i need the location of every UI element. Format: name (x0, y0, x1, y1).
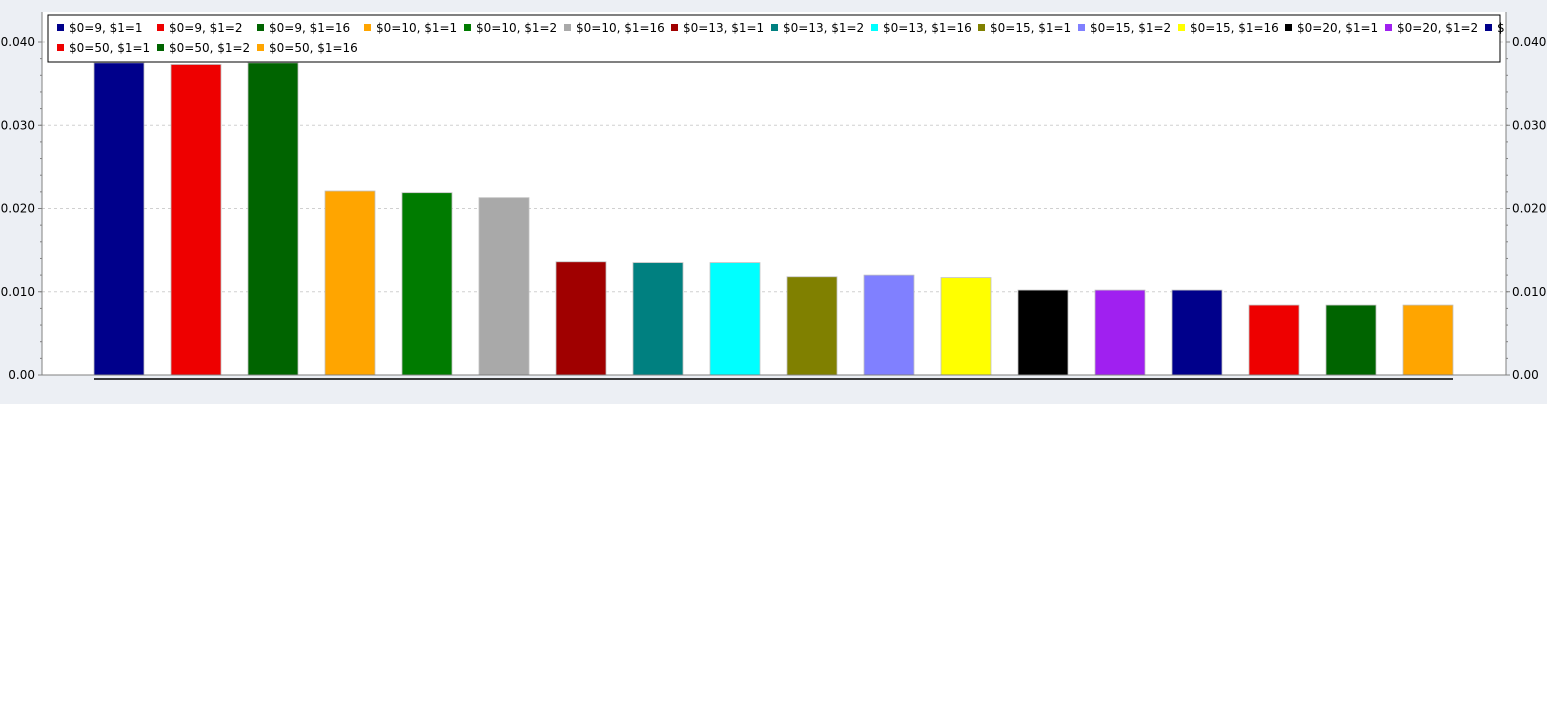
bar-8[interactable] (632, 262, 684, 376)
y-ticks: 0.00 0.00 0.010 0.010 0.020 0.020 0.030 0.030 0.… (1, 35, 1547, 382)
bar-11[interactable] (863, 274, 915, 376)
legend-label: $0=10, $1=2 (476, 21, 557, 35)
legend-swatch (1485, 24, 1492, 31)
legend-label: $0=9, $1=16 (269, 21, 350, 35)
bar-15[interactable] (1171, 289, 1223, 376)
bar-1[interactable] (93, 62, 145, 376)
legend-label: $0=13, $1=1 (683, 21, 764, 35)
legend-label: $0=20, $1=2 (1397, 21, 1478, 35)
bar-12[interactable] (940, 277, 992, 376)
legend-swatch (1385, 24, 1392, 31)
legend-label: $0=15, $1=2 (1090, 21, 1171, 35)
legend-swatch (157, 44, 164, 51)
legend-swatch (257, 44, 264, 51)
y-tick-label-right: 0.020 (1512, 202, 1546, 216)
y-tick-label-left: 0.020 (1, 202, 35, 216)
y-tick-label-left: 0.040 (1, 35, 35, 49)
bar-16[interactable] (1248, 304, 1300, 376)
y-tick-label-left: 0.010 (1, 285, 35, 299)
legend-swatch (871, 24, 878, 31)
y-tick-label-right: 0.00 (1512, 368, 1539, 382)
legend: $0=9, $1=1 $0=9, $1=2 $0=9, $1=16 $0=10, $1… (47, 14, 1505, 63)
legend-swatch (564, 24, 571, 31)
y-tick-label-left: 0.030 (1, 118, 35, 132)
bar-10[interactable] (786, 276, 838, 376)
legend-swatch (257, 24, 264, 31)
legend-swatch (57, 44, 64, 51)
legend-label: $ (1497, 21, 1505, 35)
legend-label: $0=9, $1=1 (69, 21, 143, 35)
bar-13[interactable] (1017, 289, 1069, 376)
legend-box (47, 14, 1501, 63)
y-tick-label-right: 0.030 (1512, 118, 1546, 132)
legend-swatch (364, 24, 371, 31)
legend-swatch (1078, 24, 1085, 31)
legend-label: $0=13, $1=2 (783, 21, 864, 35)
bar-17[interactable] (1325, 304, 1377, 376)
y-tick-label-left: 0.00 (8, 368, 35, 382)
legend-label: $0=20, $1=1 (1297, 21, 1378, 35)
legend-label: $0=15, $1=16 (1190, 21, 1279, 35)
bar-14[interactable] (1094, 289, 1146, 376)
bar-18[interactable] (1402, 304, 1454, 376)
bar-chart: 0.00 0.00 0.010 0.010 0.020 0.020 0.030 0.030 0.… (1, 12, 1547, 382)
legend-swatch (464, 24, 471, 31)
bar-9[interactable] (709, 262, 761, 376)
bar-3[interactable] (247, 62, 299, 376)
bar-6[interactable] (478, 197, 530, 376)
bar-5[interactable] (401, 192, 453, 376)
legend-swatch (1285, 24, 1292, 31)
axes (41, 12, 1507, 380)
legend-swatch (671, 24, 678, 31)
bar-7[interactable] (555, 261, 607, 376)
bar-2[interactable] (170, 64, 222, 376)
legend-swatch (57, 24, 64, 31)
legend-swatch (1178, 24, 1185, 31)
legend-label: $0=10, $1=1 (376, 21, 457, 35)
legend-label: $0=50, $1=1 (69, 41, 150, 55)
chart-panel: 0.00 0.00 0.010 0.010 0.020 0.020 0.030 0.030 0.… (0, 0, 1547, 404)
legend-swatch (157, 24, 164, 31)
legend-swatch (978, 24, 985, 31)
legend-label: $0=13, $1=16 (883, 21, 972, 35)
legend-label: $0=10, $1=16 (576, 21, 665, 35)
legend-label: $0=15, $1=1 (990, 21, 1071, 35)
legend-label: $0=50, $1=2 (169, 41, 250, 55)
bar-4[interactable] (324, 190, 376, 376)
legend-label: $0=50, $1=16 (269, 41, 358, 55)
legend-swatch (771, 24, 778, 31)
y-tick-label-right: 0.010 (1512, 285, 1546, 299)
legend-label: $0=9, $1=2 (169, 21, 243, 35)
y-tick-label-right: 0.040 (1512, 35, 1546, 49)
